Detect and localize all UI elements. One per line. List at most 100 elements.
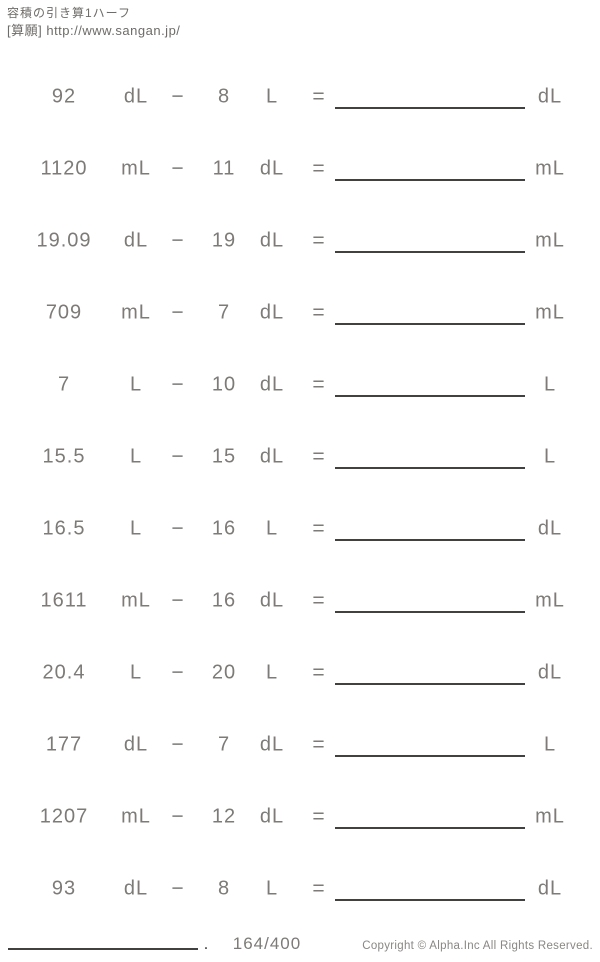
minus-sign: − xyxy=(171,589,185,612)
answer-unit: mL xyxy=(535,301,565,324)
unit-b: dL xyxy=(259,805,285,828)
minus-sign: − xyxy=(171,661,185,684)
answer-unit: dL xyxy=(537,877,563,900)
operand-a: 1611 xyxy=(40,589,88,612)
problem-row: 1611 mL − 16 dL = mL xyxy=(0,565,600,637)
name-blank-rule xyxy=(8,948,198,950)
problem-row: 1207 mL − 12 dL = mL xyxy=(0,781,600,853)
minus-sign: − xyxy=(171,805,185,828)
equals-sign: = xyxy=(312,85,326,108)
equals-sign: = xyxy=(312,517,326,540)
unit-a: L xyxy=(129,661,143,684)
unit-a: mL xyxy=(121,805,151,828)
operand-a: 15.5 xyxy=(42,445,86,468)
name-blank-period: . xyxy=(203,934,209,953)
equals-sign: = xyxy=(312,877,326,900)
equals-sign: = xyxy=(312,589,326,612)
problem-row: 177 dL − 7 dL = L xyxy=(0,709,600,781)
minus-sign: − xyxy=(171,445,185,468)
operand-a: 1120 xyxy=(40,157,88,180)
answer-blank[interactable] xyxy=(335,395,525,397)
operand-b: 16 xyxy=(211,517,237,540)
unit-a: dL xyxy=(123,229,149,252)
equals-sign: = xyxy=(312,445,326,468)
operand-a: 92 xyxy=(51,85,77,108)
equals-sign: = xyxy=(312,805,326,828)
problem-row: 709 mL − 7 dL = mL xyxy=(0,277,600,349)
operand-b: 8 xyxy=(217,85,231,108)
unit-a: L xyxy=(129,517,143,540)
answer-unit: mL xyxy=(535,157,565,180)
answer-unit: L xyxy=(543,733,557,756)
worksheet-title: 容積の引き算1ハーフ xyxy=(7,6,131,20)
operand-b: 7 xyxy=(217,733,231,756)
answer-blank[interactable] xyxy=(335,611,525,613)
equals-sign: = xyxy=(312,157,326,180)
operand-b: 20 xyxy=(211,661,237,684)
unit-a: L xyxy=(129,373,143,396)
operand-b: 19 xyxy=(211,229,237,252)
answer-unit: mL xyxy=(535,589,565,612)
answer-blank[interactable] xyxy=(335,467,525,469)
unit-b: L xyxy=(265,877,279,900)
answer-unit: L xyxy=(543,373,557,396)
unit-b: dL xyxy=(259,301,285,324)
operand-b: 8 xyxy=(217,877,231,900)
operand-a: 709 xyxy=(45,301,83,324)
problem-row: 16.5 L − 16 L = dL xyxy=(0,493,600,565)
problem-row: 93 dL − 8 L = dL xyxy=(0,853,600,925)
operand-b: 7 xyxy=(217,301,231,324)
minus-sign: − xyxy=(171,157,185,180)
answer-blank[interactable] xyxy=(335,539,525,541)
unit-b: dL xyxy=(259,589,285,612)
unit-b: L xyxy=(265,661,279,684)
site-credit: [算願] http://www.sangan.jp/ xyxy=(7,23,181,38)
operand-a: 19.09 xyxy=(36,229,92,252)
worksheet-header: 容積の引き算1ハーフ [算願] http://www.sangan.jp/ xyxy=(7,5,180,39)
answer-unit: L xyxy=(543,445,557,468)
unit-a: mL xyxy=(121,301,151,324)
answer-blank[interactable] xyxy=(335,179,525,181)
problem-row: 19.09 dL − 19 dL = mL xyxy=(0,205,600,277)
problem-row: 20.4 L − 20 L = dL xyxy=(0,637,600,709)
problem-row: 1120 mL − 11 dL = mL xyxy=(0,133,600,205)
problem-list: 92 dL − 8 L = dL 1120 mL − 11 dL = mL 19… xyxy=(0,61,600,925)
operand-a: 1207 xyxy=(39,805,89,828)
answer-blank[interactable] xyxy=(335,755,525,757)
minus-sign: − xyxy=(171,373,185,396)
answer-blank[interactable] xyxy=(335,251,525,253)
answer-unit: mL xyxy=(535,805,565,828)
operand-a: 16.5 xyxy=(42,517,86,540)
unit-a: L xyxy=(129,445,143,468)
answer-blank[interactable] xyxy=(335,683,525,685)
equals-sign: = xyxy=(312,733,326,756)
unit-b: dL xyxy=(259,229,285,252)
minus-sign: − xyxy=(171,85,185,108)
operand-b: 10 xyxy=(211,373,237,396)
operand-a: 177 xyxy=(45,733,83,756)
unit-b: dL xyxy=(259,373,285,396)
answer-unit: mL xyxy=(535,229,565,252)
unit-a: dL xyxy=(123,733,149,756)
answer-blank[interactable] xyxy=(335,899,525,901)
answer-blank[interactable] xyxy=(335,107,525,109)
answer-blank[interactable] xyxy=(335,323,525,325)
page-number: 164/400 xyxy=(232,934,302,953)
unit-b: dL xyxy=(259,445,285,468)
operand-b: 11 xyxy=(212,157,236,180)
unit-a: dL xyxy=(123,85,149,108)
answer-blank[interactable] xyxy=(335,827,525,829)
unit-b: dL xyxy=(259,733,285,756)
minus-sign: − xyxy=(171,733,185,756)
problem-row: 15.5 L − 15 dL = L xyxy=(0,421,600,493)
minus-sign: − xyxy=(171,229,185,252)
unit-b: L xyxy=(265,517,279,540)
minus-sign: − xyxy=(171,877,185,900)
operand-b: 15 xyxy=(211,445,237,468)
unit-a: dL xyxy=(123,877,149,900)
unit-b: dL xyxy=(259,157,285,180)
equals-sign: = xyxy=(312,661,326,684)
operand-a: 7 xyxy=(57,373,71,396)
answer-unit: dL xyxy=(537,85,563,108)
